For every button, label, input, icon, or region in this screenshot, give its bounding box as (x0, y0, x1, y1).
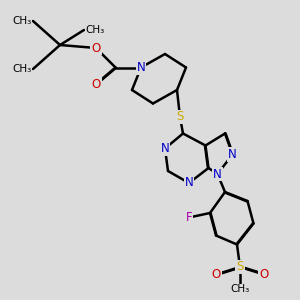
Text: O: O (92, 77, 100, 91)
Text: F: F (186, 211, 192, 224)
Text: O: O (212, 268, 220, 281)
Text: N: N (160, 142, 169, 155)
Text: CH₃: CH₃ (12, 16, 32, 26)
Text: CH₃: CH₃ (230, 284, 250, 295)
Text: N: N (184, 176, 194, 190)
Text: CH₃: CH₃ (85, 25, 105, 35)
Text: N: N (213, 167, 222, 181)
Text: S: S (236, 260, 244, 274)
Text: CH₃: CH₃ (12, 64, 32, 74)
Text: O: O (260, 268, 268, 281)
Text: N: N (228, 148, 237, 161)
Text: O: O (92, 41, 100, 55)
Text: N: N (136, 61, 146, 74)
Text: S: S (176, 110, 184, 124)
